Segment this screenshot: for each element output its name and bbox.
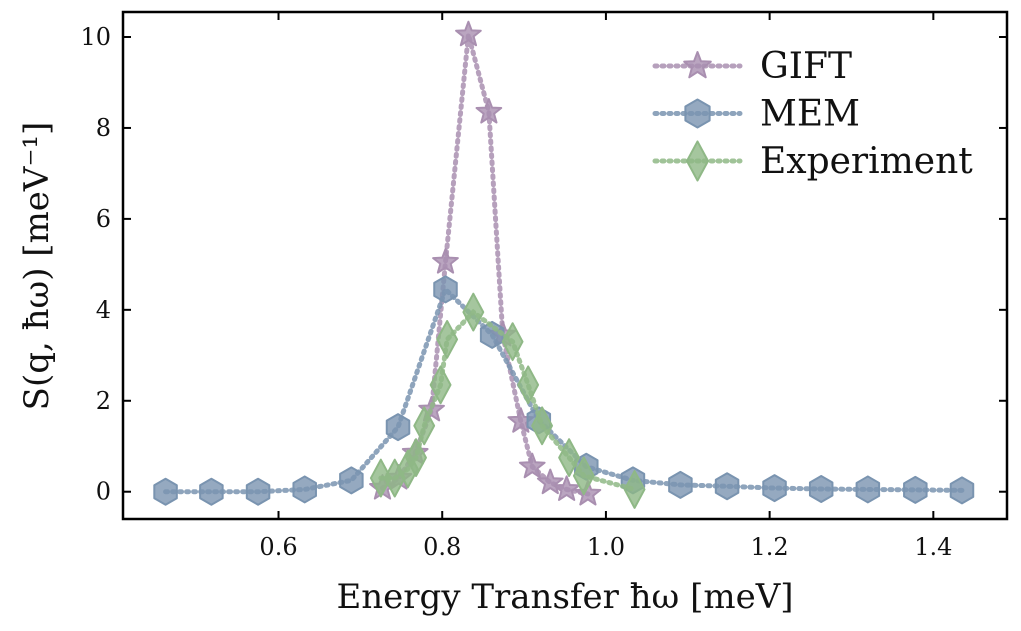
x-axis-label: Energy Transfer ħω [meV] — [336, 577, 793, 617]
legend-label: MEM — [760, 94, 860, 135]
data-point-mem — [153, 477, 178, 506]
data-point-mem — [668, 470, 693, 499]
data-point-experiment — [531, 406, 554, 446]
data-point-mem — [714, 472, 740, 501]
data-point-gift — [536, 468, 564, 495]
data-point-mem — [808, 474, 834, 503]
y-tick-label: 0 — [96, 478, 111, 506]
data-point-mem — [949, 476, 975, 505]
legend: GIFT MEM Experiment — [652, 46, 973, 182]
legend-marker — [685, 140, 710, 182]
y-tick-label: 10 — [80, 23, 111, 51]
y-tick-label: 8 — [96, 114, 111, 142]
legend-entry-gift: GIFT — [652, 46, 852, 87]
x-tick-label: 1.4 — [914, 533, 952, 561]
legend-marker — [683, 51, 712, 79]
data-point-experiment — [572, 456, 595, 496]
series-line-gift — [379, 34, 591, 497]
data-point-gift — [553, 475, 580, 501]
data-point-mem — [385, 413, 411, 442]
data-point-experiment — [501, 322, 524, 362]
data-point-mem — [855, 475, 881, 504]
y-axis-label: S(q, ħω) [meV⁻¹] — [17, 122, 57, 411]
data-point-experiment — [413, 406, 436, 446]
data-point-gift — [574, 479, 602, 506]
series-experiment — [369, 292, 646, 509]
x-tick-label: 1.2 — [751, 533, 789, 561]
data-point-gift — [455, 20, 482, 47]
y-tick-label: 4 — [96, 296, 111, 324]
data-point-experiment — [558, 438, 581, 478]
data-point-mem — [339, 466, 364, 495]
y-tick-label: 6 — [96, 205, 111, 233]
ticks-layer: 0.6 0.8 1.0 1.2 1.4 0 2 4 6 8 10 — [80, 12, 1007, 561]
data-point-mem — [292, 475, 317, 504]
data-point-experiment — [517, 365, 540, 405]
legend-marker — [684, 98, 711, 129]
data-point-mem — [433, 275, 458, 304]
x-tick-label: 0.8 — [423, 533, 461, 561]
data-point-mem — [762, 474, 787, 503]
data-point-mem — [903, 475, 928, 504]
x-tick-label: 0.6 — [259, 533, 297, 561]
plot-frame — [121, 10, 1009, 521]
data-point-experiment — [429, 365, 452, 405]
data-point-experiment — [623, 470, 646, 509]
data-point-experiment — [462, 292, 485, 332]
data-point-mem — [199, 477, 224, 506]
data-point-experiment — [436, 319, 459, 359]
legend-label: GIFT — [760, 46, 852, 87]
data-point-gift — [518, 452, 546, 479]
data-point-gift — [475, 98, 503, 124]
y-tick-label: 2 — [96, 387, 111, 415]
legend-entry-experiment: Experiment — [652, 140, 973, 182]
legend-entry-mem: MEM — [652, 94, 860, 135]
x-tick-label: 1.0 — [587, 533, 625, 561]
series-layer — [153, 20, 975, 509]
data-point-mem — [245, 477, 271, 506]
data-point-gift — [432, 248, 459, 274]
series-mem — [153, 275, 975, 506]
legend-label: Experiment — [760, 141, 973, 182]
data-point-experiment — [405, 438, 427, 478]
